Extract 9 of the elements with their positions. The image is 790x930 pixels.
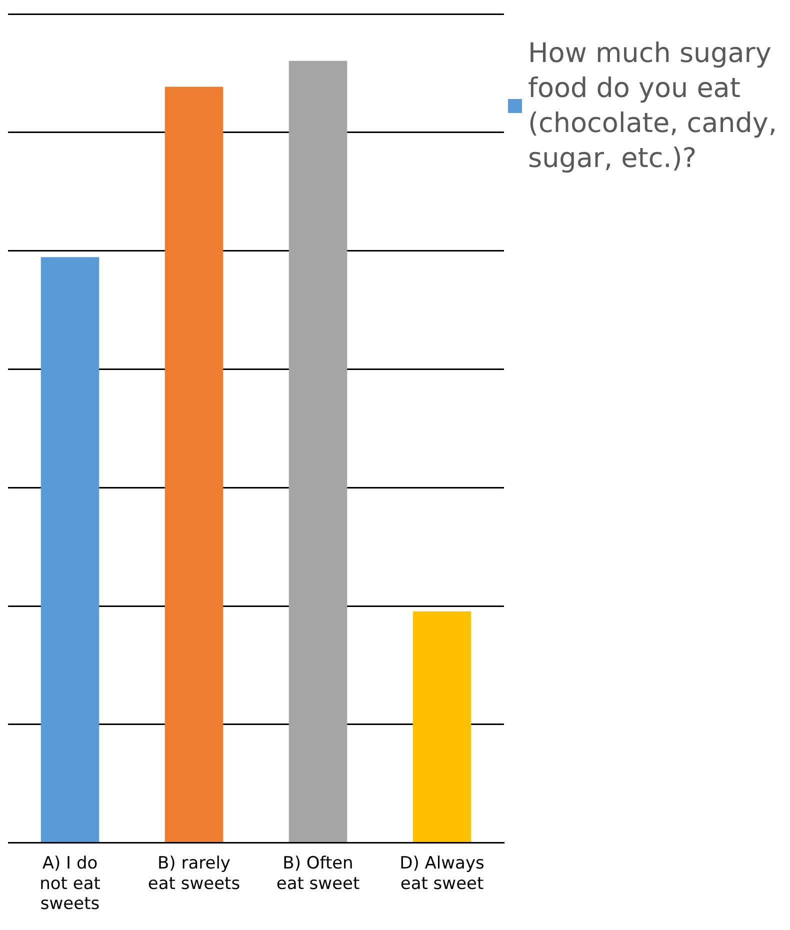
x-tick-label: B) rarely eat sweets [148,853,240,894]
bar [40,257,100,842]
x-tick-label: D) Always eat sweet [400,853,484,894]
bar [412,611,472,842]
legend-label: How much sugary food do you eat (chocolate, candy, sugar, etc.)? [528,37,778,176]
x-tick-label: B) Often eat sweet [276,853,360,894]
bar [288,60,348,842]
x-tick-label: A) I do not eat sweets [40,853,101,914]
bar [164,86,224,842]
